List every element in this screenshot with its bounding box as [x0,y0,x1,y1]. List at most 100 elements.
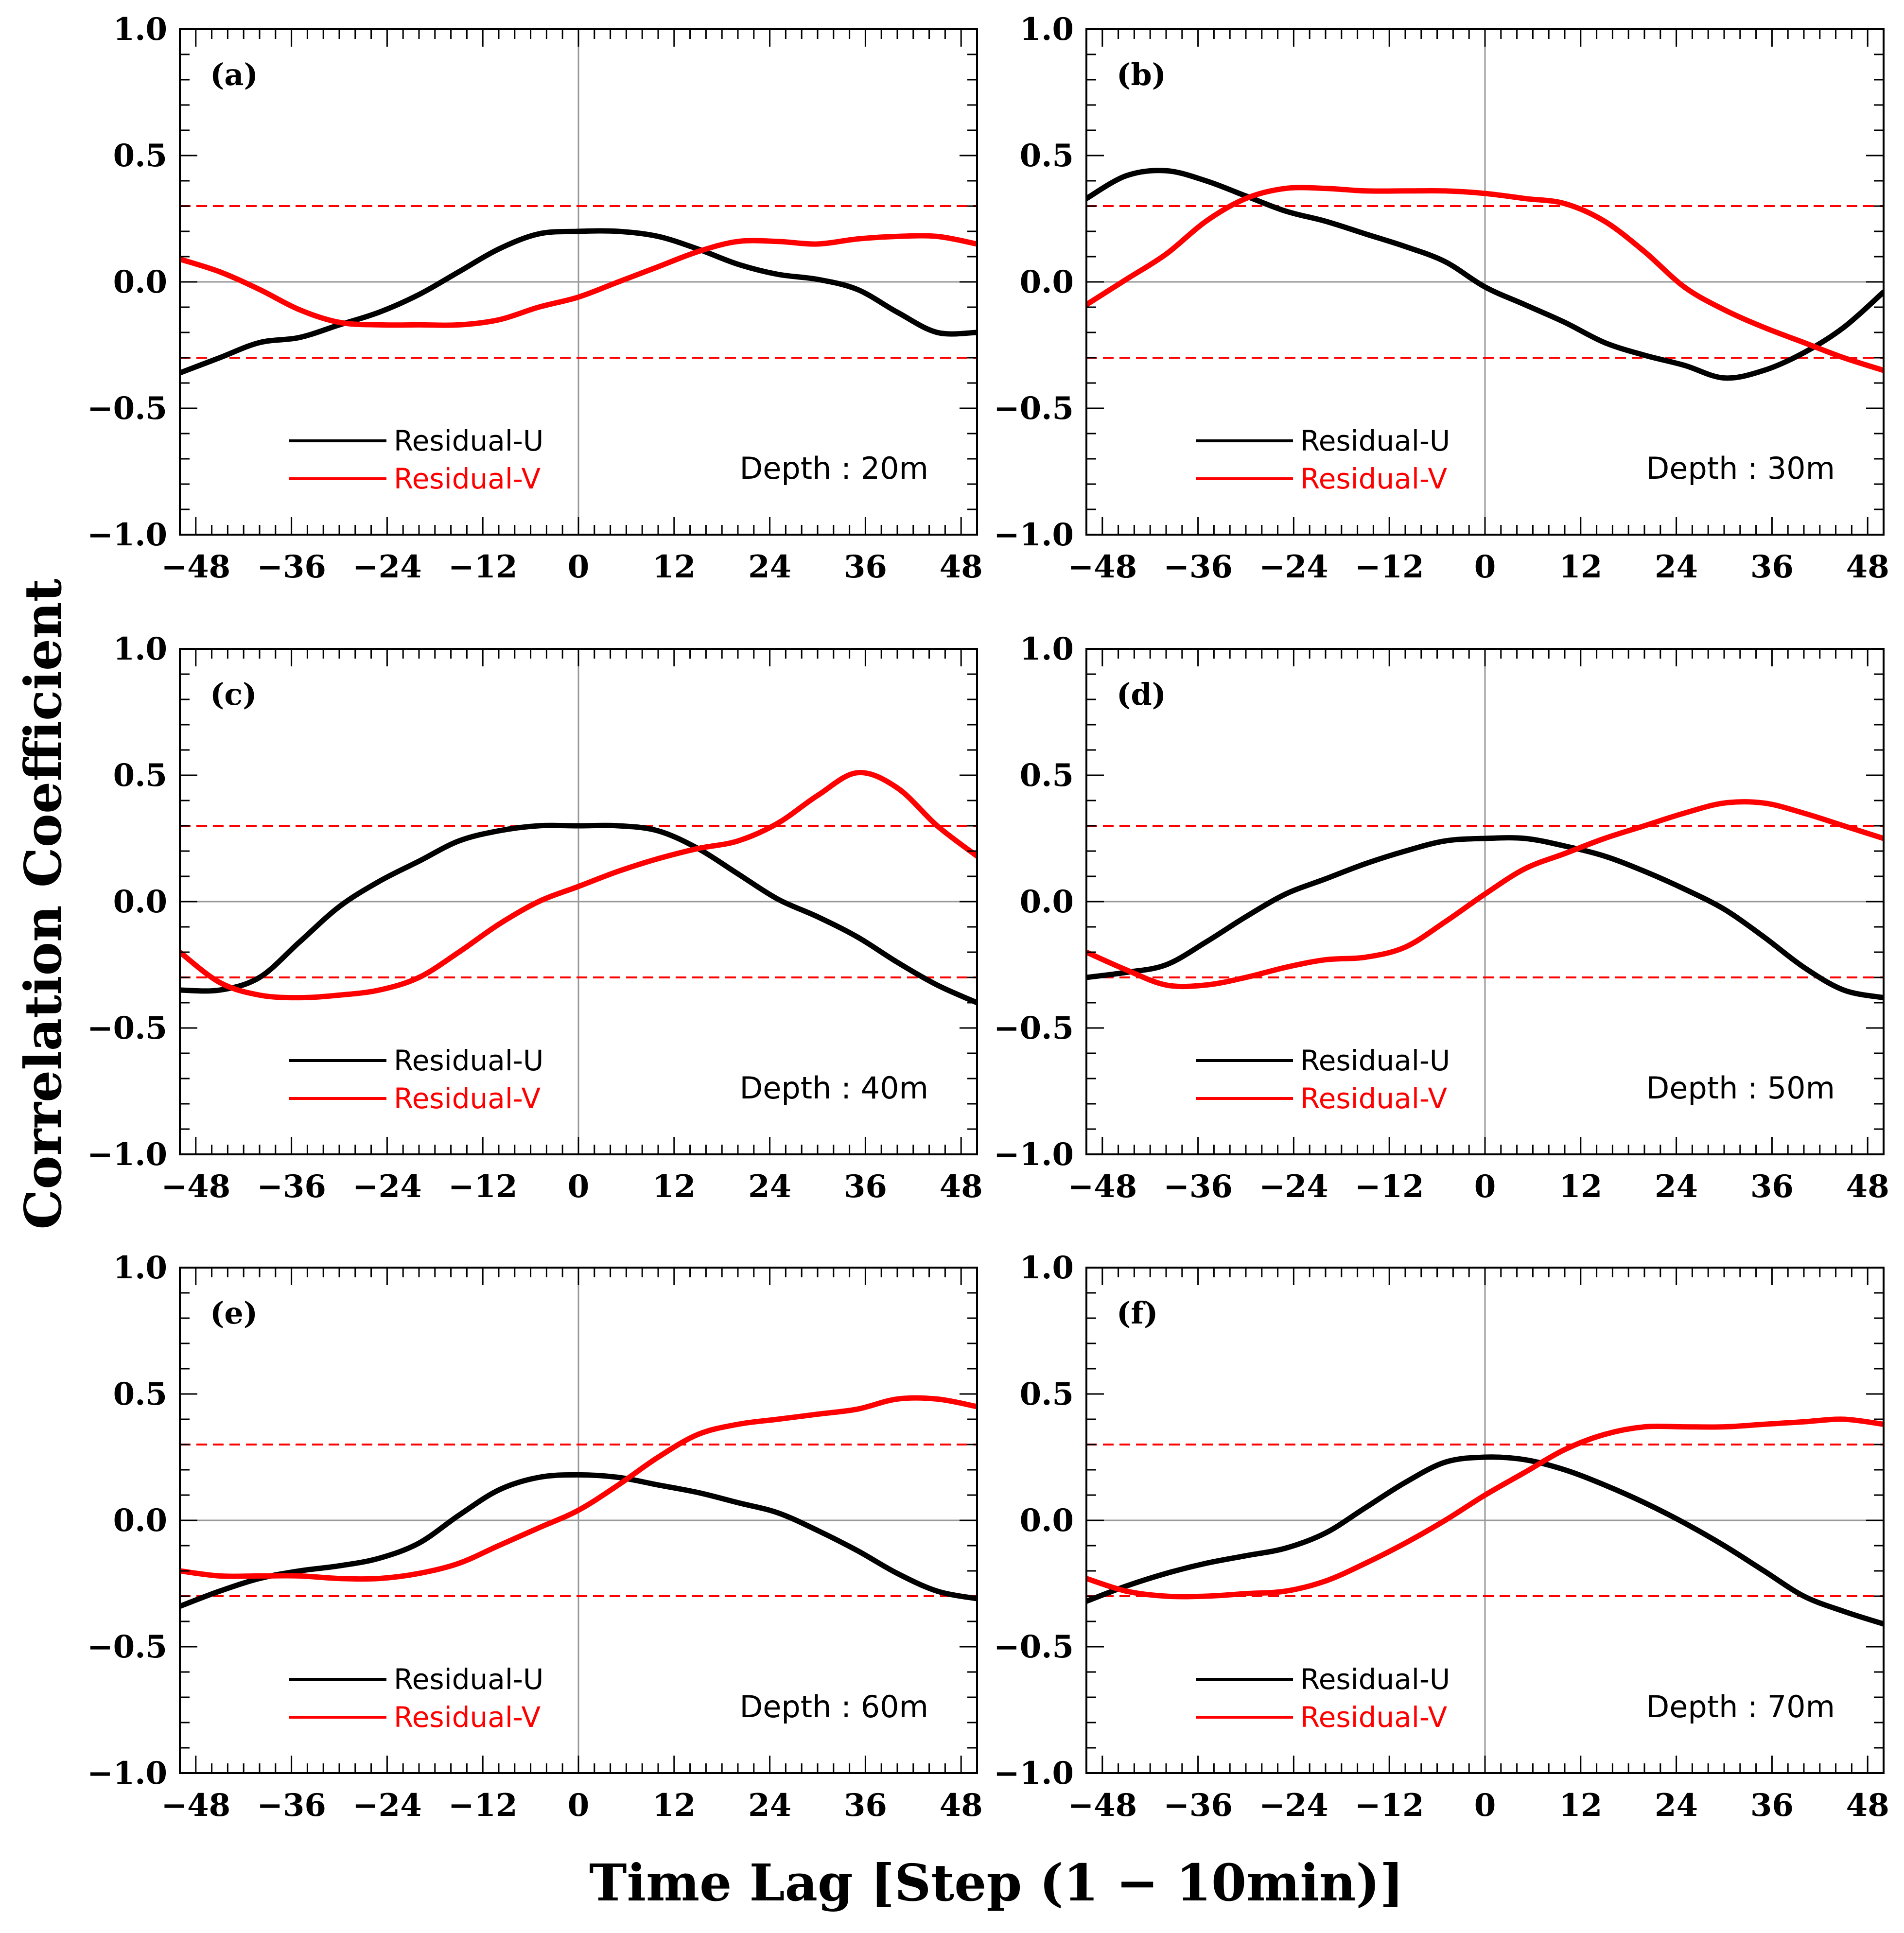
x-tick-label: −48 [1067,549,1137,585]
x-tick-label: 48 [1846,1168,1889,1205]
y-tick-label: −1.0 [87,1136,167,1173]
legend-label-residual-v: Residual-V [394,1082,541,1115]
depth-annotation: Depth : 50m [1646,1070,1835,1106]
y-tick-label: 0.0 [1020,884,1074,920]
y-tick-label: −0.5 [994,390,1074,427]
legend-label-residual-u: Residual-U [1300,1663,1450,1696]
depth-annotation: Depth : 30m [1646,451,1835,486]
y-axis-title: Correlation Coefficient [13,578,73,1229]
y-tick-label: −1.0 [994,1136,1074,1173]
x-tick-label: −12 [448,549,518,585]
x-axis-title: Time Lag [Step (1 − 10min)] [589,1853,1404,1913]
legend-label-residual-u: Residual-U [1300,424,1450,457]
y-tick-label: 1.0 [113,631,167,667]
y-tick-label: −1.0 [994,517,1074,553]
y-tick-label: −1.0 [87,517,167,553]
depth-annotation: Depth : 70m [1646,1689,1835,1724]
x-tick-label: −12 [1355,1168,1424,1205]
y-tick-label: 1.0 [1020,1250,1074,1286]
depth-annotation: Depth : 40m [740,1070,928,1106]
y-tick-label: 0.0 [113,1502,167,1539]
panels: −48 −36 −24 −12 0 12 24 36 48 −1.0 −0.5 0.0 0.5 1.0 (a… [87,11,1889,1824]
x-tick-label: 36 [844,549,887,585]
x-tick-label: 0 [1474,1787,1496,1824]
legend-label-residual-u: Residual-U [1300,1044,1450,1077]
x-tick-label: −24 [352,1168,422,1205]
x-tick-label: 0 [568,549,590,585]
y-tick-label: 0.5 [113,138,167,174]
x-tick-label: −36 [257,1168,326,1205]
y-tick-label: −1.0 [87,1755,167,1792]
x-tick-label: −48 [161,1787,230,1824]
x-tick-label: 36 [1750,1787,1794,1824]
x-tick-label: 12 [652,1787,696,1824]
x-tick-label: −36 [1163,549,1233,585]
x-tick-label: 0 [568,1168,590,1205]
x-tick-label: −48 [1067,1787,1137,1824]
series-line-residual-v [180,233,977,328]
y-tick-label: 0.5 [1020,757,1074,794]
x-tick-label: −12 [448,1168,518,1205]
x-tick-label: 36 [1750,1168,1794,1205]
series-line-residual-v [1086,1416,1884,1600]
y-tick-label: −0.5 [994,1629,1074,1665]
x-tick-label: 24 [748,1787,791,1824]
panel-b: −48 −36 −24 −12 0 12 24 36 48 −1.0 −0.5 0.0 0.5 1.0 (b… [994,11,1889,585]
x-tick-label: 12 [652,549,696,585]
depth-annotation: Depth : 60m [740,1689,928,1724]
x-tick-label: −12 [1355,1787,1424,1824]
y-tick-label: 0.0 [1020,1502,1074,1539]
series-line-residual-v [1086,185,1884,373]
legend-label-residual-u: Residual-U [394,424,543,457]
series-line-residual-v [1086,799,1884,990]
series-line-residual-u [180,1472,977,1609]
panel-label: (d) [1117,677,1166,712]
x-tick-label: 24 [748,549,791,585]
y-tick-label: −0.5 [87,1010,167,1046]
x-tick-label: 0 [1474,1168,1496,1205]
x-tick-label: 12 [652,1168,696,1205]
legend-label-residual-v: Residual-V [394,1701,541,1734]
legend-label-residual-v: Residual-V [394,462,541,495]
y-tick-label: 0.0 [1020,264,1074,300]
x-tick-label: −24 [1259,1168,1328,1205]
x-tick-label: −48 [161,1168,230,1205]
x-tick-label: 48 [940,1787,983,1824]
legend: Residual-U Residual-V [289,1044,543,1115]
x-tick-label: 24 [1655,1787,1698,1824]
series-line-residual-u [180,822,977,1006]
x-tick-label: 12 [1559,1168,1602,1205]
x-tick-label: −12 [448,1787,518,1824]
series-line-residual-u [1086,168,1884,381]
x-tick-label: 48 [1846,1787,1889,1824]
legend: Residual-U Residual-V [1196,1044,1450,1115]
panel-label: (e) [210,1295,258,1331]
y-tick-label: 1.0 [1020,11,1074,48]
y-tick-label: −0.5 [994,1010,1074,1046]
panel-label: (b) [1117,57,1166,92]
x-tick-label: 0 [568,1787,590,1824]
legend-label-residual-v: Residual-V [1300,462,1447,495]
x-tick-label: 24 [1655,1168,1698,1205]
y-tick-label: 0.5 [113,757,167,794]
panel-e: −48 −36 −24 −12 0 12 24 36 48 −1.0 −0.5 0.0 0.5 1.0 (e… [87,1250,983,1824]
panel-label: (f) [1117,1295,1158,1331]
x-tick-label: −24 [1259,1787,1328,1824]
y-tick-label: 1.0 [113,1250,167,1286]
legend-label-residual-u: Residual-U [394,1663,543,1696]
series-line-residual-v [180,1395,977,1582]
x-tick-label: 0 [1474,549,1496,585]
x-tick-label: 24 [1655,549,1698,585]
legend: Residual-U Residual-V [289,1663,543,1734]
series-line-residual-u [1086,1454,1884,1627]
y-tick-label: −1.0 [994,1755,1074,1792]
x-tick-label: −24 [352,1787,422,1824]
x-tick-label: 24 [748,1168,791,1205]
y-tick-label: −0.5 [87,390,167,427]
x-tick-label: −24 [352,549,422,585]
legend: Residual-U Residual-V [1196,424,1450,495]
y-tick-label: 0.0 [113,264,167,300]
legend: Residual-U Residual-V [289,424,543,495]
y-tick-label: 0.5 [1020,1376,1074,1412]
